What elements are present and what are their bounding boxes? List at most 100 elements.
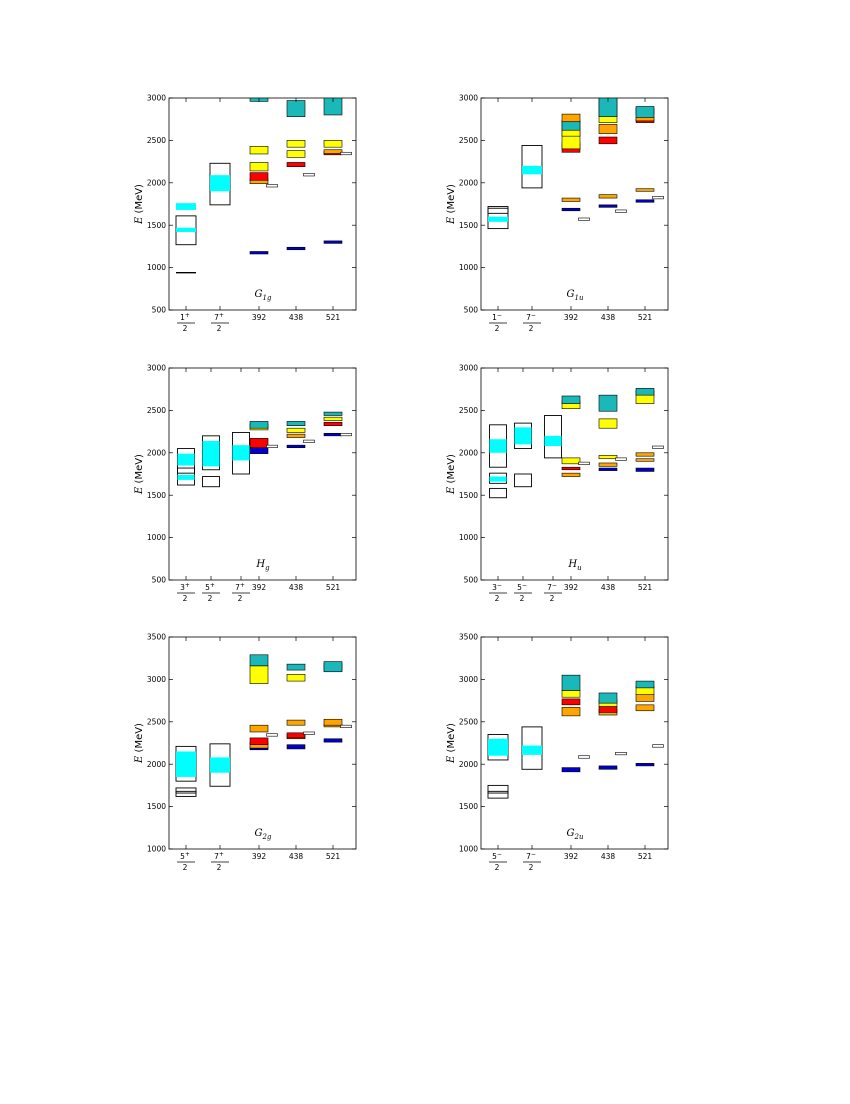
category-label-denominator: 2 [529, 863, 534, 872]
category-label-numerator: 3+ [180, 582, 190, 592]
y-tick-label: 2500 [147, 717, 166, 726]
category-label-denominator: 2 [520, 594, 525, 603]
experiment-resonance-band [489, 476, 507, 482]
fraction-parity: + [219, 851, 224, 858]
plot-body [487, 674, 664, 799]
experiment-resonance-band [202, 440, 220, 467]
category-label-denominator: 2 [217, 863, 222, 872]
experiment-resonance-band [514, 427, 532, 445]
lattice-level-box [266, 733, 278, 737]
y-tick-label: 1500 [459, 221, 478, 230]
lattice-level-box [249, 724, 269, 733]
y-axis-label: E (MeV) [134, 184, 145, 225]
category-label-mass: 521 [638, 313, 653, 322]
y-tick-label: 2500 [147, 136, 166, 145]
experiment-resonance-box [202, 476, 220, 488]
fraction-parity: + [219, 312, 224, 319]
irrep-symbol: G [567, 289, 575, 300]
y-axis-label-symbol: E [134, 486, 145, 495]
y-tick-label: 1000 [147, 533, 166, 542]
lattice-level-box [303, 731, 315, 735]
lattice-level-box [598, 123, 618, 134]
fraction-numerator: 1 [180, 313, 185, 322]
category-label-denominator: 2 [495, 594, 500, 603]
y-axis-label: E (MeV) [446, 454, 457, 495]
fraction-numerator: 7 [547, 583, 552, 592]
category-label-mass: 438 [601, 583, 616, 592]
experiment-resonance-box [514, 473, 532, 488]
category-label-mass: 438 [289, 313, 304, 322]
lattice-level-box [598, 692, 618, 704]
lattice-level-box [249, 447, 269, 454]
category-label-numerator: 7− [526, 851, 536, 861]
fraction-numerator: 5 [517, 583, 522, 592]
category-label-mass: 521 [326, 583, 341, 592]
category-label-mass: 438 [601, 852, 616, 861]
y-axis-label: E (MeV) [134, 723, 145, 764]
category-label-numerator: 5− [492, 851, 502, 861]
lattice-level-box [635, 458, 655, 462]
y-tick-label: 3000 [147, 94, 166, 103]
lattice-level-box [598, 455, 618, 460]
y-tick-label: 3000 [147, 364, 166, 373]
category-label-denominator: 2 [238, 594, 243, 603]
y-tick-label: 2000 [147, 760, 166, 769]
lattice-level-box [578, 461, 590, 465]
lattice-level-box [249, 737, 269, 745]
category-label-mass: 521 [326, 852, 341, 861]
fraction-parity: − [522, 582, 527, 589]
experiment-resonance-band [210, 757, 230, 773]
category-label-denominator: 2 [550, 594, 555, 603]
fraction-parity: − [531, 312, 536, 319]
y-tick-label: 1000 [459, 263, 478, 272]
y-tick-label: 1500 [147, 491, 166, 500]
lattice-level-box [323, 416, 343, 421]
irrep-label: G1g [255, 289, 272, 302]
experiment-resonance-band [177, 453, 195, 466]
fraction-parity: − [552, 582, 557, 589]
lattice-level-box [635, 763, 655, 767]
irrep-symbol: G [567, 828, 575, 839]
lattice-level-box [286, 100, 306, 117]
lattice-level-box [635, 199, 655, 203]
category-label-mass: 392 [252, 852, 267, 861]
lattice-level-box [286, 150, 306, 158]
y-tick-label: 3000 [147, 675, 166, 684]
category-label-mass: 438 [601, 313, 616, 322]
y-tick-label: 2000 [459, 448, 478, 457]
lattice-level-box [249, 146, 269, 155]
lattice-level-box [598, 765, 618, 770]
lattice-level-box [249, 162, 269, 172]
y-tick-label: 3500 [459, 633, 478, 642]
lattice-level-box [615, 752, 627, 756]
fraction-numerator: 5 [180, 852, 185, 861]
fraction-parity: + [240, 582, 245, 589]
lattice-level-box [249, 438, 269, 449]
fraction-parity: − [497, 582, 502, 589]
category-label-denominator: 2 [183, 863, 188, 872]
category-label-mass: 521 [638, 852, 653, 861]
category-label-numerator: 3− [492, 582, 502, 592]
lattice-level-box [561, 472, 581, 477]
irrep-subscript: 1g [263, 294, 272, 302]
experiment-resonance-box [487, 790, 509, 794]
y-tick-label: 3000 [459, 94, 478, 103]
lattice-level-box [323, 149, 343, 154]
y-tick-label: 500 [152, 306, 167, 315]
fraction-parity: − [497, 312, 502, 319]
experiment-resonance-box [175, 790, 197, 794]
experiment-resonance-band [176, 751, 196, 777]
lattice-level-box [635, 452, 655, 457]
y-tick-label: 1500 [147, 802, 166, 811]
y-tick-label: 1000 [147, 263, 166, 272]
lattice-level-box [266, 184, 278, 188]
y-tick-label: 1000 [459, 845, 478, 854]
lattice-level-box [561, 767, 581, 773]
fraction-numerator: 5 [492, 852, 497, 861]
plot-body [487, 98, 664, 230]
category-label-mass: 392 [252, 583, 267, 592]
lattice-level-box [266, 444, 278, 448]
